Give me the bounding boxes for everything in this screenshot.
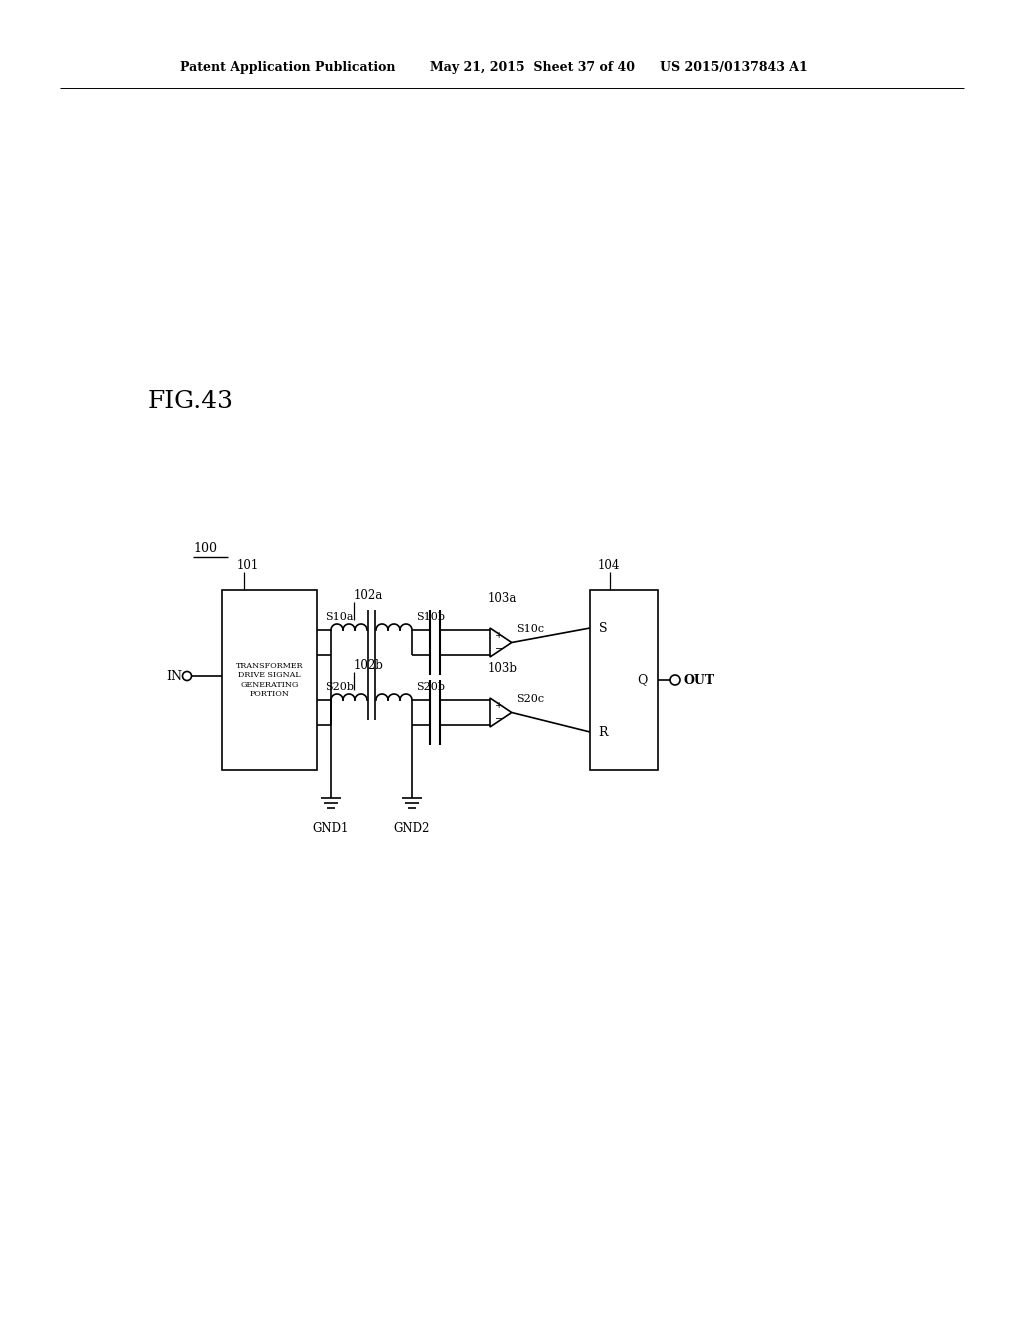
Text: 103b: 103b — [488, 663, 518, 675]
Text: 103a: 103a — [488, 591, 517, 605]
Text: 102a: 102a — [354, 589, 383, 602]
Text: GND2: GND2 — [394, 822, 430, 836]
Text: S10c: S10c — [516, 624, 544, 635]
Text: S20c: S20c — [516, 694, 544, 705]
Text: S10b: S10b — [416, 612, 445, 622]
Bar — [590, 590, 658, 770]
Text: IN: IN — [166, 669, 182, 682]
Text: 102b: 102b — [354, 659, 384, 672]
Text: OUT: OUT — [684, 673, 715, 686]
Text: S: S — [599, 622, 607, 635]
Text: Q: Q — [637, 673, 647, 686]
Text: 101: 101 — [237, 558, 259, 572]
Text: TRANSFORMER
DRIVE SIGNAL
GENERATING
PORTION: TRANSFORMER DRIVE SIGNAL GENERATING PORT… — [236, 663, 303, 698]
Text: +: + — [495, 701, 503, 710]
Text: −: − — [495, 644, 503, 653]
Text: S20b: S20b — [325, 682, 354, 692]
Text: S10a: S10a — [325, 612, 353, 622]
Text: US 2015/0137843 A1: US 2015/0137843 A1 — [660, 62, 808, 74]
Bar — [222, 590, 317, 770]
Text: GND1: GND1 — [312, 822, 349, 836]
Text: May 21, 2015  Sheet 37 of 40: May 21, 2015 Sheet 37 of 40 — [430, 62, 635, 74]
Text: R: R — [598, 726, 608, 738]
Text: 100: 100 — [193, 543, 217, 554]
Text: −: − — [495, 714, 503, 723]
Text: Patent Application Publication: Patent Application Publication — [180, 62, 395, 74]
Text: S20b: S20b — [416, 682, 445, 692]
Text: 104: 104 — [598, 558, 621, 572]
Text: +: + — [495, 631, 503, 640]
Text: FIG.43: FIG.43 — [148, 389, 234, 413]
